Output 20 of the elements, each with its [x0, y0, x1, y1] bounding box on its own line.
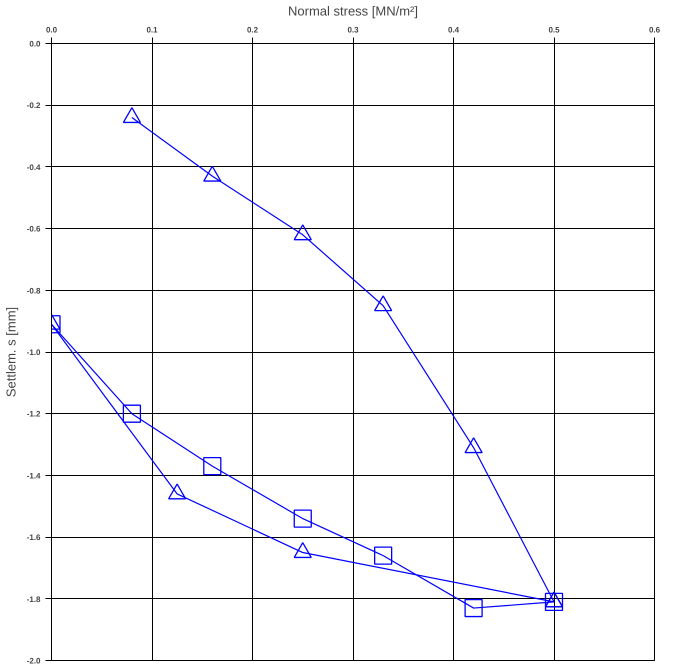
- y-axis-title: Settlem. s [mm]: [4, 306, 19, 398]
- y-tick-label: -0.8: [26, 286, 42, 296]
- x-tick-label: 0.2: [246, 26, 259, 34]
- y-tick-label: -1.2: [26, 410, 42, 419]
- y-tick-label: 0.0: [29, 40, 42, 48]
- y-tick-label: -2.0: [26, 656, 42, 666]
- x-tick-label: 0.1: [146, 26, 158, 34]
- y-tick-label: -1.4: [26, 471, 42, 480]
- x-axis-title: Normal stress [MN/m²]: [288, 4, 418, 18]
- x-tick-label: 0.5: [548, 26, 560, 34]
- y-tick-label: -0.4: [26, 162, 42, 172]
- x-tick-label: 0.3: [347, 26, 360, 34]
- y-tick-label: -1.0: [26, 348, 42, 357]
- x-tick-label: 0.0: [46, 26, 58, 34]
- y-tick-label: -1.8: [26, 594, 42, 604]
- x-tick-label: 0.4: [448, 26, 460, 34]
- y-tick-label: -0.2: [26, 101, 42, 110]
- y-tick-label: -0.6: [26, 224, 42, 234]
- x-tick-label: 0.6: [648, 26, 661, 34]
- y-tick-label: -1.6: [26, 533, 42, 542]
